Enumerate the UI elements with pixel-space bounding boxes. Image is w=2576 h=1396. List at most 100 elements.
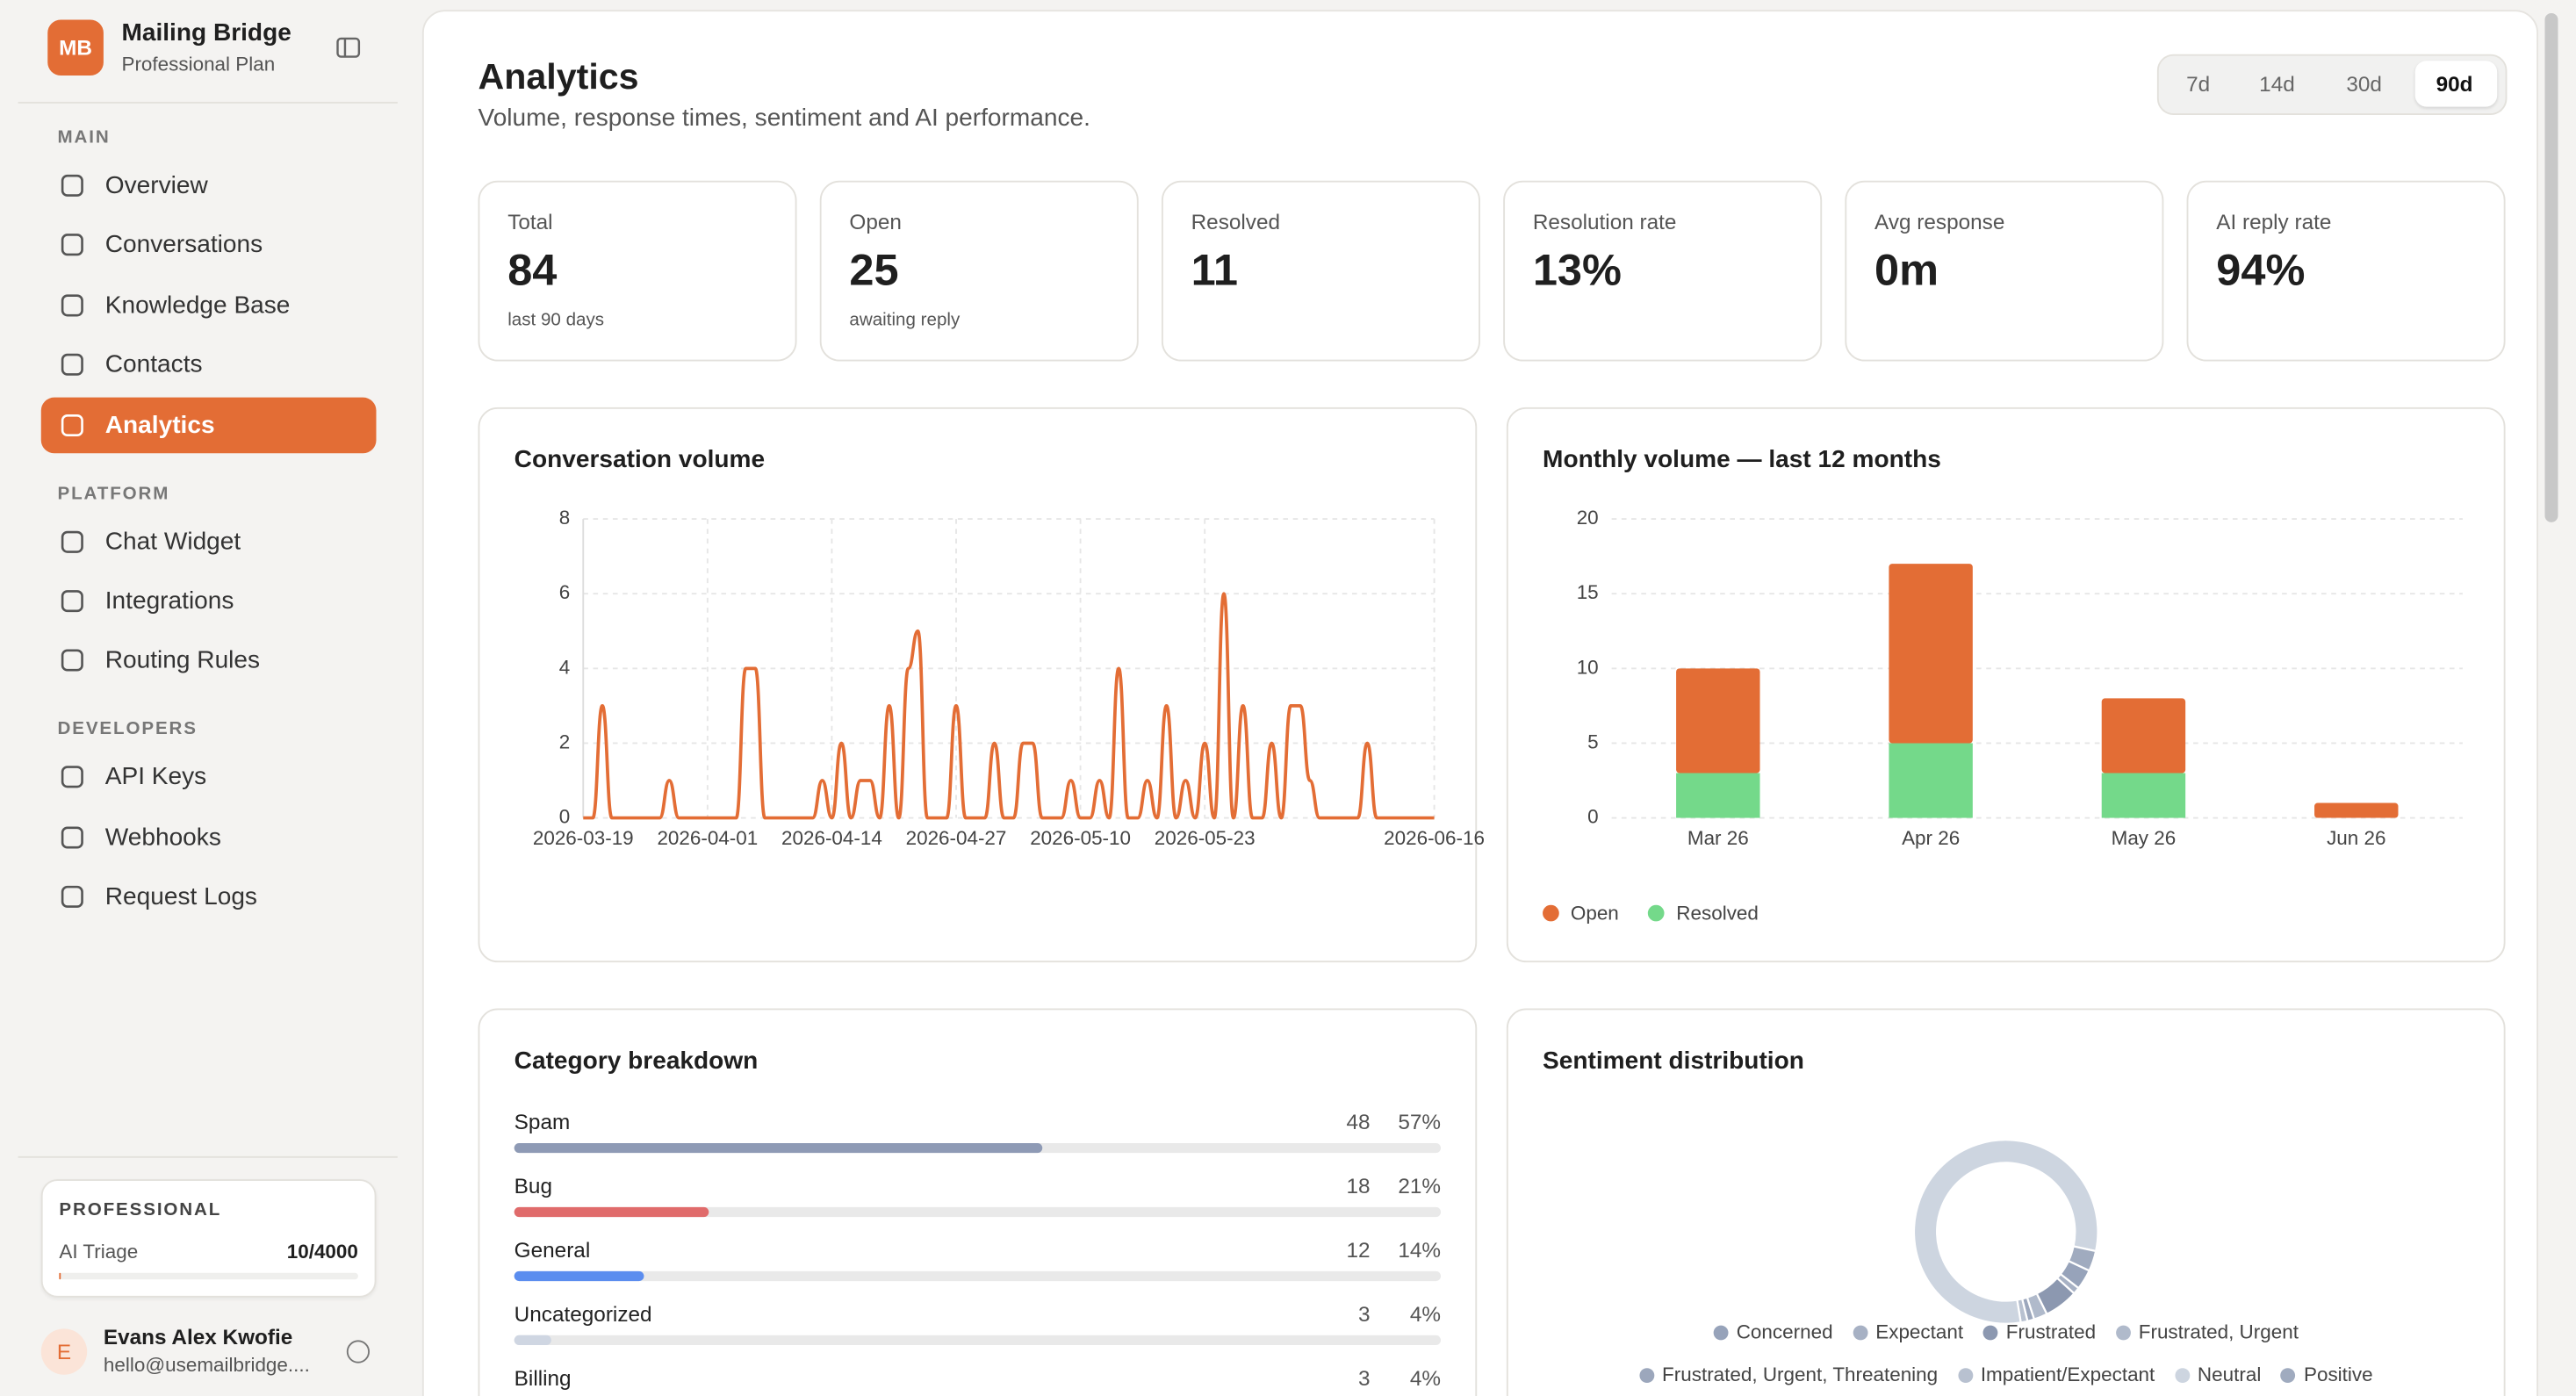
nav-item[interactable]: Chat Widget (104, 527, 241, 556)
legend-item: Frustrated, Urgent (2115, 1320, 2299, 1344)
kpi-label: Resolved (1191, 209, 1281, 234)
range-tab[interactable]: 90d (2436, 71, 2473, 97)
nav-section: PLATFORM (57, 484, 170, 504)
range-tab[interactable]: 7d (2186, 71, 2211, 97)
nav-icon (61, 650, 83, 673)
usage-track (59, 1272, 358, 1280)
nav-item[interactable]: API Keys (104, 763, 207, 792)
usage-bar (59, 1272, 61, 1280)
kpi-value: 0m (1874, 245, 1939, 295)
kpi-card (1161, 180, 1480, 362)
usage-card (40, 1179, 377, 1298)
legend-item: Neutral (2174, 1363, 2262, 1386)
nav-icon (61, 414, 83, 436)
legend-item: Frustrated (1982, 1320, 2096, 1343)
kpi-value: 84 (507, 245, 558, 295)
legend-swatch (2115, 1324, 2131, 1340)
legend-swatch (1648, 904, 1666, 922)
kpi-card (1845, 180, 2164, 362)
chart-title: Sentiment distribution (1543, 1047, 1804, 1076)
nav-icon (61, 886, 83, 909)
scrollbar[interactable] (2544, 12, 2558, 522)
nav-item[interactable]: Knowledge Base (104, 291, 291, 320)
sidebar-toggle[interactable] (335, 34, 362, 61)
category-label: Uncategorized (514, 1301, 652, 1327)
category-count: 3 (1358, 1365, 1371, 1391)
chart-card (1506, 407, 2506, 963)
range-tab[interactable]: 14d (2259, 71, 2295, 97)
category-label: General (514, 1237, 591, 1263)
nav-icon (61, 590, 83, 613)
nav-icon (61, 174, 83, 197)
legend-label: Concerned (1736, 1320, 1833, 1344)
nav-item[interactable]: Webhooks (104, 823, 221, 852)
chart-card (478, 407, 1478, 963)
legend: Concerned Expectant Frustrated Frustrated, … (1507, 1317, 2506, 1347)
chart-card (478, 1008, 1478, 1396)
nav-icon (61, 530, 83, 553)
legend-label: Frustrated, Urgent, Threatening (1662, 1363, 1939, 1386)
category-label: Spam (514, 1109, 571, 1134)
category-label: Bug (514, 1173, 552, 1198)
nav-active[interactable] (40, 396, 377, 453)
kpi-note: awaiting reply (849, 310, 961, 330)
category-count: 18 (1346, 1173, 1371, 1198)
avatar-initial: E (56, 1339, 72, 1364)
kpi-label: AI reply rate (2216, 209, 2332, 234)
kpi-label: Total (507, 209, 553, 234)
range-tab[interactable]: 30d (2346, 71, 2382, 97)
kpi-value: 13% (1532, 245, 1622, 295)
tab-active[interactable] (2414, 61, 2498, 107)
chart-title: Category breakdown (514, 1047, 759, 1076)
legend-swatch (2280, 1367, 2296, 1383)
kpi-card (2186, 180, 2506, 362)
legend-label: Open (1570, 901, 1619, 925)
nav-icon (61, 354, 83, 377)
kpi-note: last 90 days (507, 310, 605, 330)
category-count: 48 (1346, 1109, 1371, 1134)
divider (18, 101, 398, 104)
category-share: 57% (1398, 1109, 1442, 1134)
legend-item: Resolved (1648, 898, 1759, 928)
nav-item[interactable]: Contacts (104, 350, 203, 379)
category-share: 14% (1398, 1237, 1442, 1263)
nav-icon (61, 826, 83, 849)
nav-icon (61, 766, 83, 789)
nav-item[interactable]: Routing Rules (104, 646, 261, 675)
settings-button[interactable] (346, 1340, 371, 1364)
legend-item: Expectant (1853, 1320, 1963, 1343)
kpi-label: Resolution rate (1532, 209, 1677, 234)
nav-icon (61, 294, 83, 317)
nav-item[interactable]: Analytics (104, 410, 215, 439)
nav-section: DEVELOPERS (57, 720, 198, 740)
legend-swatch (2174, 1367, 2190, 1383)
kpi-label: Open (849, 209, 902, 234)
kpi-label: Avg response (1874, 209, 2005, 234)
category-share: 4% (1409, 1301, 1442, 1327)
nav-section: MAIN (57, 127, 111, 148)
kpi-card (478, 180, 797, 362)
usage-value: 10/4000 (286, 1240, 358, 1263)
plan-name: Professional Plan (121, 52, 276, 76)
legend-swatch (1638, 1367, 1654, 1383)
nav-item[interactable]: Request Logs (104, 882, 257, 911)
nav-icon (61, 234, 83, 256)
user-email: hello@usemailbridge.... (103, 1353, 310, 1377)
page-title: Analytics (478, 55, 639, 97)
nav-item[interactable]: Conversations (104, 231, 263, 260)
category-label: Billing (514, 1365, 572, 1391)
legend-swatch (1543, 904, 1559, 922)
legend-swatch (1853, 1324, 1867, 1340)
nav-item[interactable]: Overview (104, 171, 208, 200)
legend-label: Frustrated, Urgent (2138, 1320, 2299, 1344)
kpi-value: 11 (1191, 245, 1239, 295)
chart-title: Monthly volume — last 12 months (1543, 445, 1941, 474)
nav-item[interactable]: Integrations (104, 586, 234, 615)
divider (18, 1155, 398, 1158)
legend: Frustrated, Urgent, Threatening Impatient… (1507, 1360, 2506, 1390)
legend-item: Frustrated, Urgent, Threatening (1638, 1363, 1939, 1386)
usage-tier: PROFESSIONAL (59, 1200, 222, 1220)
legend-label: Positive (2303, 1363, 2373, 1386)
legend-label: Neutral (2197, 1363, 2262, 1386)
